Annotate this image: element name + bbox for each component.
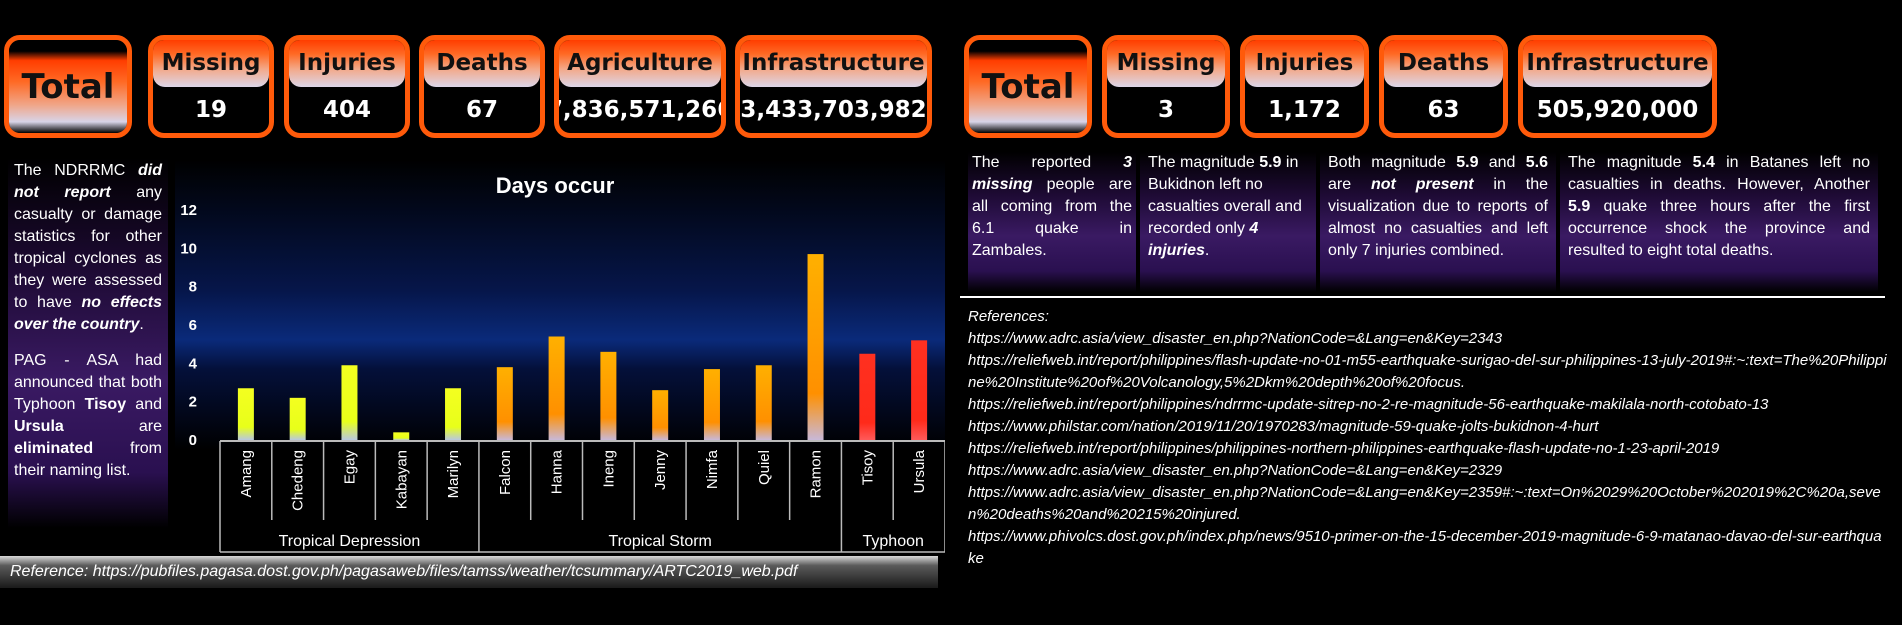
left-agriculture-card: Agriculture 7,836,571,266 <box>554 35 726 138</box>
left-missing-label: Missing <box>153 40 269 87</box>
pagasa-reference: Reference: https://pubfiles.pagasa.dost.… <box>0 556 938 588</box>
right-note-batanes: The magnitude 5.4 in Batanes left no cas… <box>1560 152 1878 292</box>
x-tick-label: Ursula <box>911 449 928 493</box>
bar-ineng <box>600 351 617 440</box>
left-infrastructure-value: 3,433,703,982 <box>740 96 927 123</box>
left-notes: The NDRRMC did not report any casualty o… <box>8 158 168 528</box>
y-tick-label: 4 <box>189 355 198 372</box>
left-injuries-value: 404 <box>322 96 371 123</box>
bar-ramon <box>807 254 824 440</box>
references-heading: References: <box>968 308 1049 325</box>
bar-egay <box>341 365 358 440</box>
right-missing-value: 3 <box>1157 96 1174 123</box>
left-missing-value: 19 <box>194 96 227 123</box>
x-tick-label: Marilyn <box>445 450 462 498</box>
left-infrastructure-label: Infrastructure <box>740 40 927 87</box>
bar-hanna <box>548 336 565 440</box>
group-label: Tropical Storm <box>608 533 711 550</box>
references-list: References: https://www.adrc.asia/view_d… <box>968 306 1888 570</box>
right-note-not-present: Both magnitude 5.9 and 5.6 are not prese… <box>1320 152 1556 292</box>
right-total-label: Total <box>969 40 1087 133</box>
reference-link[interactable]: https://www.adrc.asia/view_disaster_en.p… <box>968 330 1503 347</box>
left-agriculture-value: 7,836,571,266 <box>554 96 726 123</box>
y-tick-label: 10 <box>180 240 197 257</box>
right-infrastructure-value: 505,920,000 <box>1536 96 1699 123</box>
group-label: Tropical Depression <box>279 533 421 550</box>
left-total-label: Total <box>9 40 127 133</box>
x-tick-label: Quiel <box>756 450 773 485</box>
right-missing-label: Missing <box>1107 40 1225 87</box>
x-tick-label: Tisoy <box>859 450 876 486</box>
x-tick-label: Chedeng <box>290 450 307 511</box>
left-deaths-card: Deaths 67 <box>419 35 545 138</box>
right-injuries-value: 1,172 <box>1268 96 1341 123</box>
y-tick-label: 0 <box>189 432 197 449</box>
reference-link[interactable]: https://www.adrc.asia/view_disaster_en.p… <box>968 484 1881 523</box>
chart-title: Days occur <box>496 173 615 198</box>
y-tick-label: 8 <box>189 279 197 296</box>
bar-quiel <box>755 365 772 440</box>
reference-link[interactable]: https://reliefweb.int/report/philippines… <box>968 440 1720 457</box>
group-label: Typhoon <box>863 533 924 550</box>
bar-amang <box>237 388 254 440</box>
right-deaths-value: 63 <box>1427 96 1460 123</box>
reference-link[interactable]: https://www.philstar.com/nation/2019/11/… <box>968 418 1599 435</box>
x-tick-label: Ineng <box>600 450 617 488</box>
references-divider <box>960 296 1885 298</box>
left-injuries-label: Injuries <box>289 40 405 87</box>
days-occur-chart: Days occur 0 2 4 6 8 10 12 Amang Chedeng Egay Kab… <box>175 160 945 553</box>
bar-marilyn <box>445 388 462 440</box>
reference-link[interactable]: https://www.adrc.asia/view_disaster_en.p… <box>968 462 1503 479</box>
left-injuries-card: Injuries 404 <box>284 35 410 138</box>
right-note-missing: The reported 3 missing people are all co… <box>968 152 1136 292</box>
right-note-bukidnon: The magnitude 5.9 in Bukidnon left no ca… <box>1140 152 1316 292</box>
right-deaths-label: Deaths <box>1384 40 1503 87</box>
x-tick-label: Kabayan <box>393 450 410 509</box>
bar-kabayan <box>393 432 410 440</box>
y-tick-label: 12 <box>180 202 197 219</box>
reference-link[interactable]: https://www.phivolcs.dost.gov.ph/index.p… <box>968 528 1882 567</box>
bar-chedeng <box>289 397 306 440</box>
x-tick-label: Nimfa <box>704 449 721 489</box>
bar-ursula <box>911 340 928 440</box>
left-infrastructure-card: Infrastructure 3,433,703,982 <box>735 35 932 138</box>
right-infrastructure-label: Infrastructure <box>1523 40 1712 87</box>
left-total-card: Total <box>4 35 132 138</box>
x-tick-label: Egay <box>341 450 358 485</box>
left-deaths-label: Deaths <box>424 40 540 87</box>
bar-jenny <box>652 390 669 440</box>
right-total-card: Total <box>964 35 1092 138</box>
bar-nimfa <box>703 369 720 440</box>
left-note-2: PAG - ASA had announced that both Typhoo… <box>14 352 162 479</box>
left-note-1: The NDRRMC did not report any casualty o… <box>14 162 162 333</box>
y-tick-label: 6 <box>189 317 197 334</box>
x-tick-label: Ramon <box>808 450 825 498</box>
right-deaths-card: Deaths 63 <box>1379 35 1508 138</box>
right-missing-card: Missing 3 <box>1102 35 1230 138</box>
x-tick-label: Jenny <box>652 450 669 491</box>
right-infrastructure-card: Infrastructure 505,920,000 <box>1518 35 1717 138</box>
left-agriculture-label: Agriculture <box>559 40 721 87</box>
x-tick-label: Amang <box>238 450 255 498</box>
left-deaths-value: 67 <box>465 96 498 123</box>
y-tick-label: 2 <box>189 394 197 411</box>
bar-tisoy <box>859 353 876 440</box>
right-injuries-label: Injuries <box>1245 40 1364 87</box>
reference-link[interactable]: https://reliefweb.int/report/philippines… <box>968 352 1887 391</box>
bar-falcon <box>496 367 513 440</box>
x-tick-label: Hanna <box>549 449 566 494</box>
left-missing-card: Missing 19 <box>148 35 274 138</box>
right-injuries-card: Injuries 1,172 <box>1240 35 1369 138</box>
reference-link[interactable]: https://reliefweb.int/report/philippines… <box>968 396 1769 413</box>
x-tick-label: Falcon <box>497 450 514 495</box>
